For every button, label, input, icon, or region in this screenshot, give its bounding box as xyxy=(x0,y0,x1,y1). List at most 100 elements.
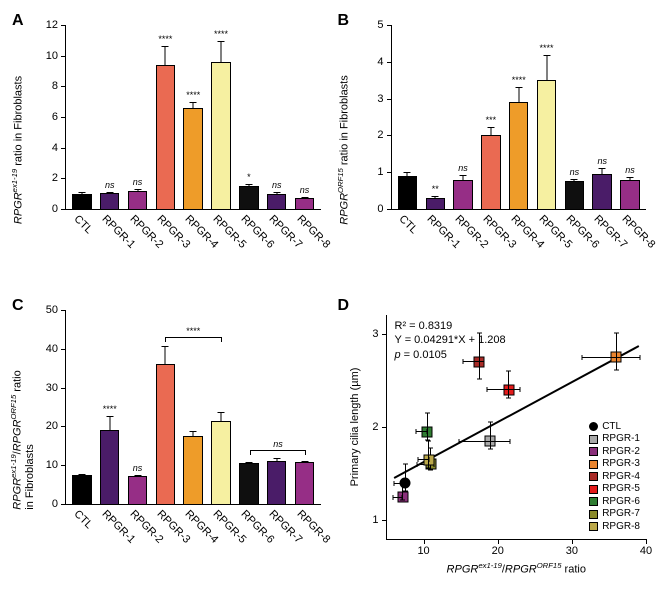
legend-label: RPGR-8 xyxy=(602,521,640,534)
significance-label: ns xyxy=(133,177,143,187)
significance-label: ns xyxy=(105,180,115,190)
ytick-label: 5 xyxy=(377,19,391,31)
bar-rpgr-8: RPGR-8 xyxy=(291,310,319,504)
ytick-label: 3 xyxy=(372,328,386,340)
panel-c-label: C xyxy=(12,297,24,315)
significance-bracket: ns xyxy=(250,450,307,451)
significance-label: ** xyxy=(432,184,439,194)
xtick-label: 10 xyxy=(417,545,429,557)
bar-rpgr-2: nsRPGR-2 xyxy=(124,310,152,504)
ytick-label: 0 xyxy=(377,203,391,215)
ytick-label: 12 xyxy=(46,19,66,31)
ytick-label: 10 xyxy=(46,459,66,471)
bar-rpgr-1: ****RPGR-1 xyxy=(96,310,124,504)
bar-rpgr-6: nsRPGR-6 xyxy=(560,25,588,209)
ytick-label: 0 xyxy=(52,498,66,510)
bar-rpgr-4: ****RPGR-4 xyxy=(505,25,533,209)
ytick-label: 8 xyxy=(52,80,66,92)
panel-a-chart: 024681012CTLnsRPGR-1nsRPGR-2****RPGR-3**… xyxy=(65,25,321,210)
significance-label: ns xyxy=(597,156,607,166)
category-label: CTL xyxy=(397,213,420,236)
xtick-label: 40 xyxy=(640,545,652,557)
bar-rpgr-7: nsRPGR-7 xyxy=(588,25,616,209)
legend-swatch xyxy=(589,422,598,431)
significance-label: **** xyxy=(103,404,117,414)
legend-swatch xyxy=(589,510,598,519)
legend-item-rpgr-6: RPGR-6 xyxy=(589,496,640,509)
significance-label: **** xyxy=(512,75,526,85)
significance-bracket: **** xyxy=(165,337,222,338)
bar-rpgr-2: nsRPGR-2 xyxy=(449,25,477,209)
significance-label: **** xyxy=(158,34,172,44)
bar-rpgr-5: ****RPGR-5 xyxy=(533,25,561,209)
legend-label: RPGR-6 xyxy=(602,496,640,509)
ytick-label: 2 xyxy=(377,129,391,141)
panel-c-ylabel: RPGRex1-19/RPGRORF15 ratioin Fibroblasts xyxy=(10,370,36,509)
panel-b: B RPGRORF15 ratio in Fibroblasts 012345C… xyxy=(336,10,657,290)
point-rpgr-2 xyxy=(397,492,408,503)
legend-item-rpgr-3: RPGR-3 xyxy=(589,458,640,471)
significance-label: ns xyxy=(272,180,282,190)
panel-a-label: A xyxy=(12,12,24,30)
bar-rpgr-1: nsRPGR-1 xyxy=(96,25,124,209)
category-label: CTL xyxy=(71,213,94,236)
legend-item-rpgr-2: RPGR-2 xyxy=(589,446,640,459)
xtick-label: 20 xyxy=(492,545,504,557)
ytick-label: 4 xyxy=(52,142,66,154)
legend-item-rpgr-8: RPGR-8 xyxy=(589,521,640,534)
ytick-label: 20 xyxy=(46,420,66,432)
point-rpgr-6 xyxy=(422,426,433,437)
legend-label: RPGR-5 xyxy=(602,483,640,496)
legend-label: CTL xyxy=(602,421,621,434)
panel-b-ylabel: RPGRORF15 ratio in Fibroblasts xyxy=(336,75,351,225)
panel-c: C RPGRex1-19/RPGRORF15 ratioin Fibroblas… xyxy=(10,295,331,585)
bar-rpgr-1: **RPGR-1 xyxy=(421,25,449,209)
ytick-label: 4 xyxy=(377,56,391,68)
significance-label: ns xyxy=(625,165,635,175)
legend-label: RPGR-7 xyxy=(602,508,640,521)
bar-rpgr-2: nsRPGR-2 xyxy=(124,25,152,209)
significance-label: *** xyxy=(486,115,497,125)
legend-label: RPGR-1 xyxy=(602,433,640,446)
panel-d-stats: R² = 0.8319 Y = 0.04291*X + 1.208 p = 0.… xyxy=(395,319,506,362)
bar-rpgr-6: *RPGR-6 xyxy=(235,25,263,209)
significance-label: ns xyxy=(300,185,310,195)
point-rpgr-3 xyxy=(611,352,622,363)
panel-d-chart: R² = 0.8319 Y = 0.04291*X + 1.208 p = 0.… xyxy=(386,315,647,540)
significance-label: * xyxy=(247,172,251,182)
bar-ctl: CTL xyxy=(68,310,96,504)
legend-item-rpgr-7: RPGR-7 xyxy=(589,508,640,521)
ytick-label: 10 xyxy=(46,50,66,62)
legend-swatch xyxy=(589,460,598,469)
point-rpgr-8 xyxy=(423,454,434,465)
panel-b-label: B xyxy=(338,12,350,30)
legend-swatch xyxy=(589,447,598,456)
bar-rpgr-8: nsRPGR-8 xyxy=(616,25,644,209)
ytick-label: 1 xyxy=(377,166,391,178)
bar-ctl: CTL xyxy=(394,25,422,209)
significance-label: ns xyxy=(458,163,468,173)
panel-c-chart: 01020304050CTL****RPGR-1nsRPGR-2RPGR-3RP… xyxy=(65,310,321,505)
stat-p: p = 0.0105 xyxy=(395,348,506,362)
significance-label: ns xyxy=(570,167,580,177)
panel-a-ylabel: RPGRex1-19 ratio in Fibroblasts xyxy=(10,76,25,224)
legend-swatch xyxy=(589,472,598,481)
bar-rpgr-5: ****RPGR-5 xyxy=(207,25,235,209)
ytick-label: 2 xyxy=(52,172,66,184)
panel-d-xlabel: RPGRex1-19/RPGRORF15 ratio xyxy=(447,561,586,576)
ytick-label: 1 xyxy=(372,514,386,526)
ytick-label: 50 xyxy=(46,304,66,316)
panel-b-chart: 012345CTL**RPGR-1nsRPGR-2***RPGR-3****RP… xyxy=(391,25,647,210)
panel-d: D R² = 0.8319 Y = 0.04291*X + 1.208 p = … xyxy=(336,295,657,585)
legend-item-rpgr-4: RPGR-4 xyxy=(589,471,640,484)
legend-swatch xyxy=(589,485,598,494)
significance-label: **** xyxy=(186,90,200,100)
panel-d-label: D xyxy=(338,297,350,315)
point-rpgr-1 xyxy=(485,436,496,447)
bar-rpgr-4: ****RPGR-4 xyxy=(179,25,207,209)
legend-swatch xyxy=(589,435,598,444)
bar-rpgr-7: RPGR-7 xyxy=(263,310,291,504)
point-rpgr-5 xyxy=(503,384,514,395)
bar-rpgr-4: RPGR-4 xyxy=(179,310,207,504)
panel-a: A RPGRex1-19 ratio in Fibroblasts 024681… xyxy=(10,10,331,290)
